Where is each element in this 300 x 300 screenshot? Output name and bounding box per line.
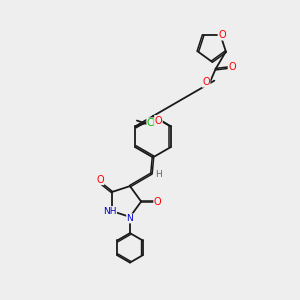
Text: H: H	[155, 169, 162, 178]
Text: O: O	[154, 116, 162, 126]
Text: N: N	[127, 214, 134, 223]
Text: O: O	[96, 175, 104, 184]
Text: Cl: Cl	[147, 118, 156, 128]
Text: O: O	[218, 30, 226, 40]
Text: O: O	[202, 77, 210, 87]
Text: NH: NH	[103, 206, 117, 215]
Text: O: O	[154, 196, 161, 206]
Text: O: O	[228, 62, 236, 72]
